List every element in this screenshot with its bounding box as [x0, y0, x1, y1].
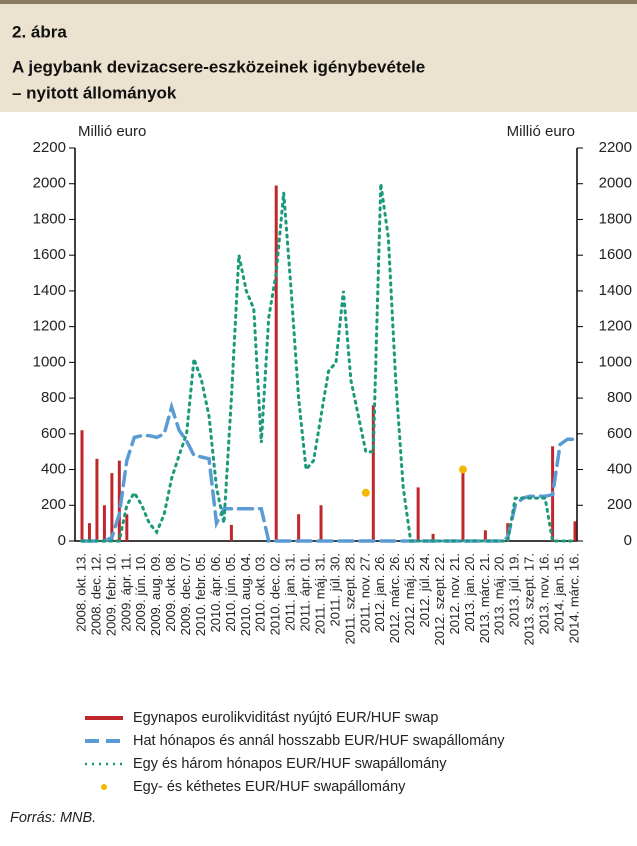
x-tick-label: 2012. márc. 26. — [387, 553, 402, 643]
y-tick-label: 1200 — [33, 318, 66, 335]
chart-title: – nyitott állományok — [12, 83, 177, 102]
y-tick-label: 1000 — [33, 353, 66, 370]
bar — [371, 405, 375, 541]
y-tick-label: 400 — [41, 461, 66, 478]
y2-tick-label: 1400 — [599, 282, 632, 299]
header-border — [0, 0, 637, 4]
x-tick-label: 2009. dec. 07. — [178, 553, 193, 635]
x-tick-label: 2013. jan. 20. — [462, 553, 477, 632]
bar — [125, 514, 129, 541]
x-tick-label: 2012. júl. 24. — [417, 553, 432, 627]
bar — [95, 458, 99, 541]
bar — [431, 533, 435, 541]
bar — [274, 185, 278, 541]
y2-tick-label: 2000 — [599, 175, 632, 192]
y-tick-label: 600 — [41, 425, 66, 442]
bar — [229, 524, 233, 541]
x-tick-label: 2010. dec. 02. — [268, 553, 283, 635]
x-tick-label: 2011. jan. 31. — [283, 553, 298, 631]
point — [361, 488, 370, 497]
x-tick-label: 2014. jan. 15. — [551, 553, 566, 632]
x-tick-label: 2009. jún. 10. — [133, 553, 148, 632]
line — [80, 183, 577, 543]
y2-tick-label: 1800 — [599, 210, 632, 227]
x-tick-label: 2013. nov. 16. — [537, 553, 552, 634]
x-tick-label: 2014. márc. 16. — [566, 553, 581, 643]
legend-label: Egy és három hónapos EUR/HUF swapállomán… — [133, 756, 447, 772]
y-tick-label: 2200 — [33, 139, 66, 156]
x-tick-label: 2009. okt. 08. — [163, 553, 178, 632]
figure-label: 2. ábra — [12, 22, 67, 41]
x-tick-label: 2013. szept. 17. — [522, 553, 537, 646]
y-tick-label: 1800 — [33, 210, 66, 227]
y2-axis-label: Millió euro — [507, 123, 575, 140]
x-tick-label: 2009. ápr. 11. — [118, 553, 133, 632]
y2-tick-label: 2200 — [599, 139, 632, 156]
x-tick-label: 2009. febr. 10. — [103, 553, 118, 636]
line — [80, 400, 577, 543]
x-tick-label: 2010. jún. 05. — [223, 553, 238, 632]
bar — [483, 530, 487, 541]
chart-title: A jegybank devizacsere-eszközeinek igény… — [12, 57, 425, 76]
x-tick-label: 2010. aug. 04. — [238, 553, 253, 636]
legend-label: Egy- és kéthetes EUR/HUF swapállomány — [133, 779, 406, 795]
y2-tick-label: 1200 — [599, 318, 632, 335]
bar — [461, 469, 465, 541]
x-tick-label: 2009. aug. 09. — [148, 553, 163, 636]
y2-tick-label: 1000 — [599, 353, 632, 370]
y-tick-label: 1400 — [33, 282, 66, 299]
y-axis-label: Millió euro — [78, 123, 146, 140]
x-tick-label: 2012. nov. 21. — [447, 553, 462, 634]
bar — [319, 505, 323, 541]
y-tick-label: 200 — [41, 496, 66, 513]
y2-tick-label: 600 — [607, 425, 632, 442]
bar — [87, 523, 91, 541]
bar — [102, 505, 106, 541]
bar — [416, 487, 420, 541]
legend-label: Hat hónapos és annál hosszabb EUR/HUF sw… — [133, 733, 505, 749]
y2-tick-label: 0 — [624, 532, 632, 549]
y2-tick-label: 800 — [607, 389, 632, 406]
x-tick-label: 2011. júl. 30. — [327, 553, 342, 626]
x-tick-label: 2008. okt. 13. — [73, 553, 88, 632]
y2-tick-label: 200 — [607, 496, 632, 513]
bar — [573, 521, 577, 541]
y2-tick-label: 1600 — [599, 246, 632, 263]
bar — [297, 514, 301, 541]
bar — [80, 430, 84, 541]
y-tick-label: 800 — [41, 389, 66, 406]
legend-label: Egynapos eurolikviditást nyújtó EUR/HUF … — [133, 710, 438, 726]
y-tick-label: 1600 — [33, 246, 66, 263]
y2-tick-label: 400 — [607, 461, 632, 478]
source: Forrás: MNB. — [10, 810, 96, 826]
x-tick-label: 2012. jan. 26. — [372, 553, 387, 632]
x-tick-label: 2013. júl. 19. — [507, 553, 522, 627]
bar — [110, 473, 114, 541]
x-tick-label: 2011. máj. 31. — [312, 553, 327, 634]
legend-symbol — [101, 784, 107, 790]
y-tick-label: 2000 — [33, 175, 66, 192]
x-tick-label: 2012. szept. 22. — [432, 553, 447, 646]
point — [458, 465, 467, 474]
x-tick-label: 2010. febr. 05. — [193, 553, 208, 636]
x-tick-label: 2010. ápr. 06. — [208, 553, 223, 633]
x-tick-label: 2011. nov. 27. — [357, 553, 372, 633]
x-tick-label: 2012. máj. 25. — [402, 553, 417, 635]
x-tick-label: 2013. máj. 20. — [492, 553, 507, 635]
x-tick-label: 2011. szept. 28. — [342, 553, 357, 645]
x-tick-label: 2011. ápr. 01. — [298, 553, 313, 632]
x-tick-label: 2010. okt. 03. — [253, 553, 268, 632]
y-tick-label: 0 — [58, 532, 66, 549]
x-tick-label: 2013. márc. 21. — [477, 553, 492, 643]
x-tick-label: 2008. dec. 12. — [88, 553, 103, 635]
header-box — [0, 0, 637, 112]
bar — [117, 460, 121, 541]
